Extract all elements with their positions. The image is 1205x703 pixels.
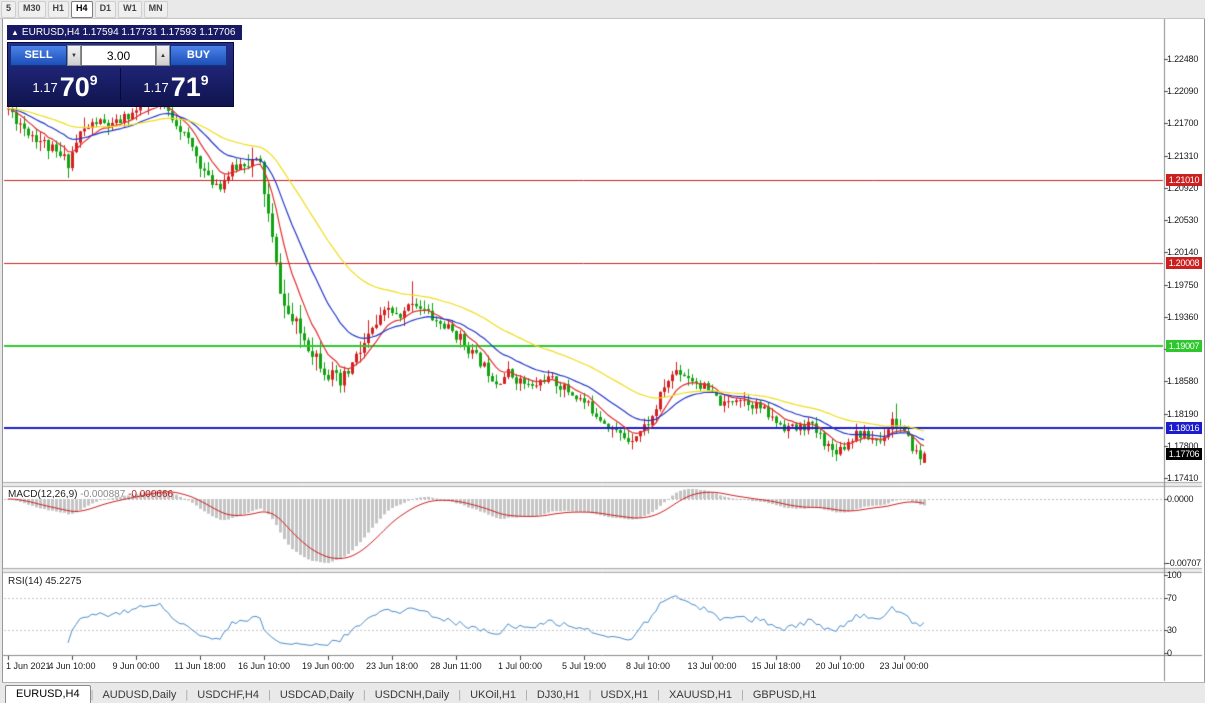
time-axis[interactable]: 1 Jun 2021 4 Jun 10:00 9 Jun 00:00 11 Jun 1… (2, 655, 1201, 682)
buy-price-prefix: 1.17 (143, 80, 169, 95)
indicator-axis-label: 30 (1167, 625, 1177, 635)
price-axis-label: 1.19360 (1167, 312, 1199, 322)
macd-signal-value: -0.000666 (128, 489, 174, 500)
price-level-tag: 1.19007 (1166, 340, 1202, 352)
indicator-axis-label: -0.00707 (1167, 558, 1201, 568)
rsi-indicator-label: RSI(14) 45.2275 (8, 576, 81, 587)
time-axis-label: 23 Jul 00:00 (879, 661, 929, 671)
time-axis-label: 1 Jun 2021 (6, 661, 51, 671)
price-axis-label: 1.21700 (1167, 118, 1199, 128)
current-price-tag: 1.17706 (1166, 448, 1202, 460)
time-axis-label: 8 Jul 10:00 (625, 661, 671, 671)
price-axis-label: 1.17410 (1167, 473, 1199, 483)
price-axis-label: 1.18190 (1167, 409, 1199, 419)
price-level-tag: 1.20008 (1166, 257, 1202, 269)
tab-ukoil-h1[interactable]: UKOil,H1 (470, 689, 516, 701)
sell-price-sup: 9 (89, 72, 98, 88)
trade-prices-row: 1.17 70 9 1.17 71 9 (10, 68, 231, 103)
tab-audusd-daily[interactable]: AUDUSD,Daily (102, 689, 177, 701)
volume-down-icon[interactable]: ▼ (67, 45, 81, 66)
time-axis-label: 11 Jun 18:00 (174, 661, 226, 671)
rsi-name: RSI(14) (8, 576, 43, 587)
price-level-tag: 1.18016 (1166, 422, 1202, 434)
volume-up-icon[interactable]: ▲ (156, 45, 170, 66)
time-axis-label: 13 Jul 00:00 (687, 661, 737, 671)
time-axis-label: 15 Jul 18:00 (751, 661, 801, 671)
trade-controls-row: SELL ▼ ▲ BUY (10, 45, 231, 66)
time-axis-label: 23 Jun 18:00 (365, 661, 419, 671)
timeframe-button-mn[interactable]: MN (143, 0, 168, 18)
timeframe-button-h4[interactable]: H4 (71, 0, 93, 18)
price-axis-label: 1.18580 (1167, 376, 1199, 386)
time-axis-label: 4 Jun 10:00 (48, 661, 96, 671)
indicator-axis-label: 70 (1167, 593, 1177, 603)
macd-main-value: -0.000887 (80, 489, 126, 500)
price-axis-label: 1.21310 (1167, 151, 1199, 161)
tab-eurusd-h4[interactable]: EURUSD,H4 (5, 685, 91, 703)
chart-window (2, 18, 1205, 684)
buy-price-sup: 9 (200, 72, 209, 88)
time-axis-label: 9 Jun 00:00 (112, 661, 160, 671)
timeframe-button-h1[interactable]: H1 (47, 0, 70, 18)
time-axis-label: 20 Jul 10:00 (815, 661, 865, 671)
time-axis-label: 16 Jun 10:00 (237, 661, 291, 671)
sell-button[interactable]: SELL (10, 45, 67, 66)
sell-price-prefix: 1.17 (32, 80, 58, 95)
price-axis-label: 1.20530 (1167, 215, 1199, 225)
macd-name: MACD(12,26,9) (8, 489, 78, 500)
buy-price-big: 71 (170, 72, 201, 103)
time-axis-label: 1 Jul 00:00 (497, 661, 543, 671)
chart-tabs: EURUSD,H4 | AUDUSD,Daily | USDCHF,H4 | USDCAD,… (2, 682, 1205, 703)
chart-title-text: EURUSD,H4 1.17594 1.17731 1.17593 1.1770… (21, 27, 236, 38)
chart-title-bar: ▲ EURUSD,H4 1.17594 1.17731 1.17593 1.177… (7, 25, 243, 40)
rsi-value: 45.2275 (45, 576, 82, 587)
tab-usdchf-h4[interactable]: USDCHF,H4 (197, 689, 259, 701)
indicator-axis-label: 0.0000 (1167, 494, 1194, 504)
timeframe-button-m30[interactable]: M30 (18, 0, 46, 18)
time-axis-label: 5 Jul 19:00 (561, 661, 607, 671)
timeframe-button-5[interactable]: 5 (1, 0, 17, 18)
timeframe-button-w1[interactable]: W1 (118, 0, 142, 18)
tab-usdcad-daily[interactable]: USDCAD,Daily (279, 689, 354, 701)
time-axis-label: 19 Jun 00:00 (301, 661, 355, 671)
timeframe-button-d1[interactable]: D1 (94, 0, 117, 18)
price-axis-label: 1.19750 (1167, 280, 1199, 290)
buy-button[interactable]: BUY (170, 45, 227, 66)
tab-usdx-h1[interactable]: USDX,H1 (600, 689, 649, 701)
sell-price-big: 70 (59, 72, 90, 103)
sell-price-display[interactable]: 1.17 70 9 (10, 68, 121, 103)
buy-price-display[interactable]: 1.17 71 9 (121, 68, 231, 103)
price-axis[interactable]: 1.22480 1.22090 1.21700 1.21310 1.20920 1.205… (1164, 18, 1204, 682)
tab-dj30-h1[interactable]: DJ30,H1 (536, 689, 580, 701)
collapse-chart-icon[interactable]: ▲ (11, 28, 19, 37)
time-axis-label: 28 Jun 11:00 (430, 661, 482, 671)
price-level-tag: 1.21010 (1166, 174, 1202, 186)
volume-input[interactable] (81, 45, 156, 66)
price-axis-label: 1.22480 (1167, 54, 1199, 64)
timeframe-toolbar: 5 M30 H1 H4 D1 W1 MN (0, 0, 1205, 19)
tab-usdcnh-daily[interactable]: USDCNH,Daily (374, 689, 450, 701)
macd-indicator-label: MACD(12,26,9) -0.000887 -0.000666 (8, 489, 173, 500)
tab-xauusd-h1[interactable]: XAUUSD,H1 (669, 689, 732, 701)
tab-gbpusd-h1[interactable]: GBPUSD,H1 (752, 689, 817, 701)
indicator-axis-label: 100 (1167, 570, 1182, 580)
price-axis-label: 1.22090 (1167, 86, 1199, 96)
price-axis-label: 1.20140 (1167, 247, 1199, 257)
